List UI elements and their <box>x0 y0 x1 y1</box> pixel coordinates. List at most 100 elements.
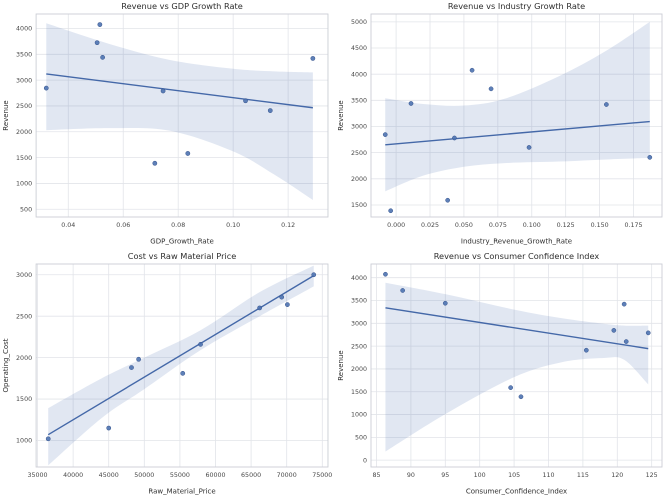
data-point <box>180 371 186 376</box>
y-tick-label: 2500 <box>351 343 367 350</box>
x-tick-label: 60000 <box>205 472 225 479</box>
data-point <box>267 108 273 113</box>
y-tick-label: 1500 <box>16 396 32 403</box>
chart-revenue-vs-gdp-growth-rate: 0.04 0.06 0.08 0.10 0.12 500 1000 1500 2000 2500 3… <box>1 1 329 246</box>
x-tick-label: 110 <box>542 472 554 479</box>
y-tick-label: 1000 <box>351 412 367 419</box>
data-point <box>526 145 532 150</box>
regression-line <box>385 307 649 350</box>
y-axis-label: Operating_Cost <box>1 338 10 392</box>
y-tick-label: 3000 <box>351 124 367 131</box>
data-point <box>452 135 457 141</box>
plot-border <box>370 263 663 468</box>
confidence-band <box>385 282 649 452</box>
y-axis-label: Revenue <box>337 100 345 131</box>
data-point <box>257 305 262 311</box>
data-point <box>408 101 414 106</box>
data-point <box>279 294 285 300</box>
x-tick-label: 0.100 <box>523 222 541 229</box>
y-tick-label: 3500 <box>351 298 367 305</box>
data-point <box>442 300 448 306</box>
data-point <box>604 102 609 107</box>
y-tick-label: 2000 <box>16 129 32 136</box>
x-tick-label: 0.12 <box>281 222 295 229</box>
y-tick-label: 2000 <box>16 355 32 362</box>
data-point <box>621 301 627 307</box>
y-tick-label: 2000 <box>351 366 367 373</box>
data-point <box>508 385 514 390</box>
x-axis-label: Consumer_Confidence_Index <box>466 488 567 496</box>
x-axis-label: GDP_Growth_Rate <box>150 237 214 246</box>
data-point <box>185 151 191 156</box>
regression-line <box>385 120 650 146</box>
y-axis-label: Revenue <box>1 100 10 130</box>
data-point <box>285 302 290 307</box>
y-tick-label: 4500 <box>351 45 367 52</box>
chart-title: Cost vs Raw Material Price <box>128 251 237 261</box>
plot-border <box>35 263 329 468</box>
plot-border <box>370 13 663 218</box>
data-point <box>97 22 103 27</box>
x-tick-label: 85 <box>372 472 380 479</box>
data-point <box>45 436 51 442</box>
data-point <box>129 365 134 370</box>
x-tick-label: 95 <box>441 472 449 479</box>
y-tick-label: 4000 <box>351 275 367 282</box>
y-tick-label: 3500 <box>351 98 367 105</box>
data-point <box>106 425 112 431</box>
regression-line <box>46 73 313 109</box>
x-tick-label: 70000 <box>277 472 297 479</box>
chart-title: Revenue vs Consumer Confidence Index <box>434 251 600 261</box>
data-point <box>611 328 617 333</box>
data-point <box>152 160 158 166</box>
x-tick-label: 0.175 <box>624 222 642 229</box>
data-point <box>645 330 651 336</box>
data-point <box>311 272 317 278</box>
y-tick-label: 3000 <box>16 272 32 279</box>
y-tick-label: 3500 <box>16 51 32 58</box>
chart-title: Revenue vs GDP Growth Rate <box>121 1 243 11</box>
x-tick-label: 0.050 <box>455 222 473 229</box>
x-tick-label: 35000 <box>27 472 47 479</box>
x-tick-label: 100 <box>474 472 486 479</box>
data-point <box>43 85 49 91</box>
plot-border <box>35 13 329 218</box>
x-tick-label: 125 <box>646 472 658 479</box>
x-tick-label: 90 <box>407 472 415 479</box>
data-point <box>100 55 105 60</box>
data-point <box>136 356 141 362</box>
chart-revenue-vs-industry-growth-rate: 0.000 0.025 0.050 0.075 0.100 0.125 0.150 0.175… <box>337 1 663 246</box>
y-tick-label: 0 <box>363 457 367 464</box>
y-tick-label: 2500 <box>16 313 32 320</box>
y-tick-label: 3000 <box>16 77 32 84</box>
x-tick-label: 0.08 <box>171 222 185 229</box>
chart-cost-vs-raw-material-price: 35000 40000 45000 50000 55000 60000 65000 70000… <box>1 251 332 496</box>
x-tick-label: 0.10 <box>226 222 240 229</box>
x-tick-label: 0.025 <box>421 222 439 229</box>
data-point <box>583 347 589 353</box>
x-axis-label: Raw_Material_Price <box>148 487 215 496</box>
data-point <box>469 67 475 73</box>
plot-area <box>382 21 653 214</box>
y-tick-label: 4000 <box>351 71 367 78</box>
y-axis-label: Revenue <box>337 350 345 381</box>
plot-area <box>43 22 316 200</box>
plot-area <box>383 271 651 452</box>
regression-line <box>47 274 315 436</box>
data-point <box>310 56 316 61</box>
x-tick-label: 0.000 <box>387 222 405 229</box>
y-tick-label: 1500 <box>16 155 32 162</box>
x-axis-label: Industry_Revenue_Growth_Rate <box>461 238 572 246</box>
data-point <box>243 98 248 104</box>
chart-revenue-vs-consumer-confidence-index: 85 90 95 100 105 110 115 120 125 0 500 1000 1500 2000… <box>337 251 663 496</box>
x-tick-label: 120 <box>611 472 623 479</box>
y-tick-label: 2000 <box>351 176 367 183</box>
y-tick-label: 2500 <box>351 150 367 157</box>
y-tick-label: 3000 <box>351 321 367 328</box>
data-point <box>383 271 388 277</box>
y-tick-label: 4000 <box>16 26 32 33</box>
x-tick-label: 0.150 <box>591 222 609 229</box>
x-tick-label: 0.06 <box>116 222 130 229</box>
x-tick-label: 65000 <box>241 472 261 479</box>
